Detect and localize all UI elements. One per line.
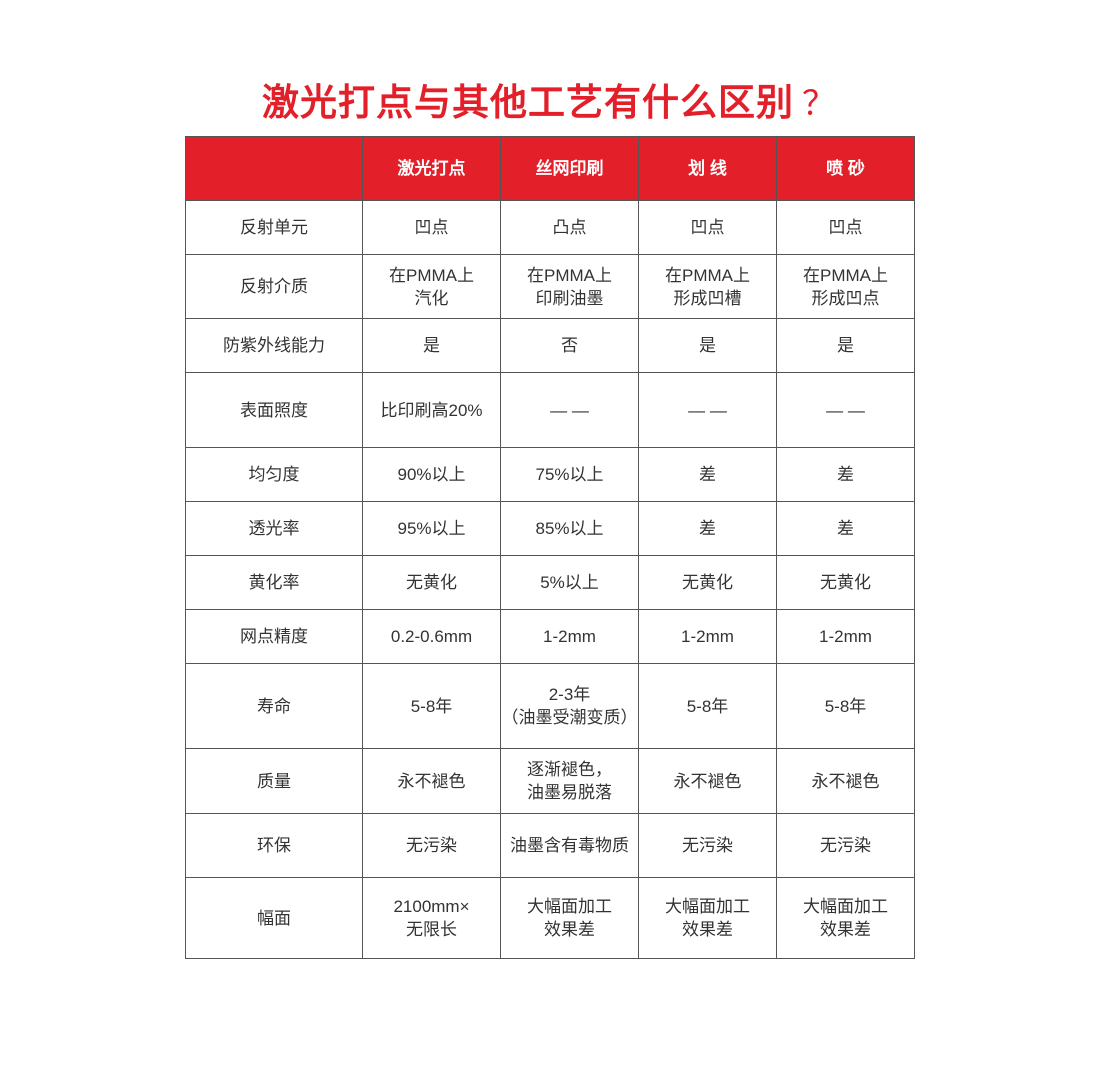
table-cell: 在PMMA上 汽化 xyxy=(362,254,501,319)
table-cell: 无污染 xyxy=(776,813,915,878)
table-cell: 2100mm× 无限长 xyxy=(362,877,501,959)
table-cell: 1-2mm xyxy=(776,609,915,664)
table-cell: 1-2mm xyxy=(638,609,777,664)
table-row: 寿命 5-8年 2-3年 （油墨受潮变质） 5-8年 5-8年 xyxy=(185,663,915,749)
table-cell: 85%以上 xyxy=(500,501,639,556)
comparison-table: 激光打点 丝网印刷 划 线 喷 砂 反射单元 凹点 凸点 凹点 凹点 反射介质 在PMMA上… xyxy=(185,136,915,959)
table-cell: 差 xyxy=(638,447,777,502)
table-cell: 大幅面加工 效果差 xyxy=(638,877,777,959)
table-cell: 凹点 xyxy=(776,200,915,255)
table-cell: 无黄化 xyxy=(638,555,777,610)
table-cell: 95%以上 xyxy=(362,501,501,556)
row-label: 环保 xyxy=(185,813,363,878)
table-cell: 差 xyxy=(638,501,777,556)
table-row: 防紫外线能力是否是是 xyxy=(185,318,915,373)
table-cell: — — xyxy=(500,372,639,448)
table-row: 幅面 2100mm× 无限长 大幅面加工 效果差 大幅面加工 效果差 大幅面加工 效果差 xyxy=(185,877,915,959)
table-row: 黄化率 无黄化 5%以上 无黄化 无黄化 xyxy=(185,555,915,610)
table-cell: 差 xyxy=(776,447,915,502)
table-row: 网点精度 0.2-0.6mm 1-2mm 1-2mm 1-2mm xyxy=(185,609,915,664)
row-label: 寿命 xyxy=(185,663,363,749)
header-cell: 划 线 xyxy=(638,136,777,201)
table-row: 反射单元 凹点 凸点 凹点 凹点 xyxy=(185,200,915,255)
table-row: 均匀度 90%以上 75%以上差差 xyxy=(185,447,915,502)
table-cell: 无污染 xyxy=(638,813,777,878)
table-cell: 在PMMA上 形成凹点 xyxy=(776,254,915,319)
row-label: 网点精度 xyxy=(185,609,363,664)
table-cell: 大幅面加工 效果差 xyxy=(500,877,639,959)
table-cell: 0.2-0.6mm xyxy=(362,609,501,664)
header-cell: 激光打点 xyxy=(362,136,501,201)
header-cell: 喷 砂 xyxy=(776,136,915,201)
table-cell: 无污染 xyxy=(362,813,501,878)
table-cell: 1-2mm xyxy=(500,609,639,664)
row-label: 反射介质 xyxy=(185,254,363,319)
table-cell: 大幅面加工 效果差 xyxy=(776,877,915,959)
table-row: 透光率 95%以上 85%以上差差 xyxy=(185,501,915,556)
table-cell: 凹点 xyxy=(638,200,777,255)
header-cell: 丝网印刷 xyxy=(500,136,639,201)
table-cell: 凹点 xyxy=(362,200,501,255)
table-cell: 无黄化 xyxy=(362,555,501,610)
row-label: 均匀度 xyxy=(185,447,363,502)
title-text: 激光打点与其他工艺有什么区别 xyxy=(262,82,794,123)
table-cell: 在PMMA上 印刷油墨 xyxy=(500,254,639,319)
row-label: 防紫外线能力 xyxy=(185,318,363,373)
table-cell: 5-8年 xyxy=(638,663,777,749)
table-cell: 5-8年 xyxy=(776,663,915,749)
table-cell: 2-3年 （油墨受潮变质） xyxy=(500,663,639,749)
table-cell: 油墨含有毒物质 xyxy=(500,813,639,878)
table-cell: 是 xyxy=(638,318,777,373)
table-cell: 5%以上 xyxy=(500,555,639,610)
table-cell: — — xyxy=(776,372,915,448)
row-label: 透光率 xyxy=(185,501,363,556)
row-label: 表面照度 xyxy=(185,372,363,448)
table-row: 表面照度 比印刷高20% — — — — — — xyxy=(185,372,915,448)
table-row: 环保 无污染 油墨含有毒物质 无污染 无污染 xyxy=(185,813,915,878)
table-cell: 在PMMA上 形成凹槽 xyxy=(638,254,777,319)
header-cell xyxy=(185,136,363,201)
table-cell: 差 xyxy=(776,501,915,556)
table-cell: 永不褪色 xyxy=(362,748,501,814)
table-cell: 比印刷高20% xyxy=(362,372,501,448)
table-cell: 无黄化 xyxy=(776,555,915,610)
row-label: 质量 xyxy=(185,748,363,814)
table-cell: — — xyxy=(638,372,777,448)
table-cell: 5-8年 xyxy=(362,663,501,749)
table-cell: 凸点 xyxy=(500,200,639,255)
page-title: 激光打点与其他工艺有什么区别？ xyxy=(0,72,1099,126)
table-cell: 75%以上 xyxy=(500,447,639,502)
table-cell: 逐渐褪色， 油墨易脱落 xyxy=(500,748,639,814)
row-label: 反射单元 xyxy=(185,200,363,255)
table-cell: 永不褪色 xyxy=(776,748,915,814)
table-row: 质量 永不褪色 逐渐褪色， 油墨易脱落 永不褪色 永不褪色 xyxy=(185,748,915,814)
title-question-mark: ？ xyxy=(802,85,837,123)
table-cell: 否 xyxy=(500,318,639,373)
row-label: 幅面 xyxy=(185,877,363,959)
table-cell: 90%以上 xyxy=(362,447,501,502)
header-row: 激光打点 丝网印刷 划 线 喷 砂 xyxy=(185,136,915,201)
table-row: 反射介质 在PMMA上 汽化 在PMMA上 印刷油墨 在PMMA上 形成凹槽 在PMMA… xyxy=(185,254,915,319)
table-cell: 是 xyxy=(776,318,915,373)
table-cell: 是 xyxy=(362,318,501,373)
row-label: 黄化率 xyxy=(185,555,363,610)
table-cell: 永不褪色 xyxy=(638,748,777,814)
